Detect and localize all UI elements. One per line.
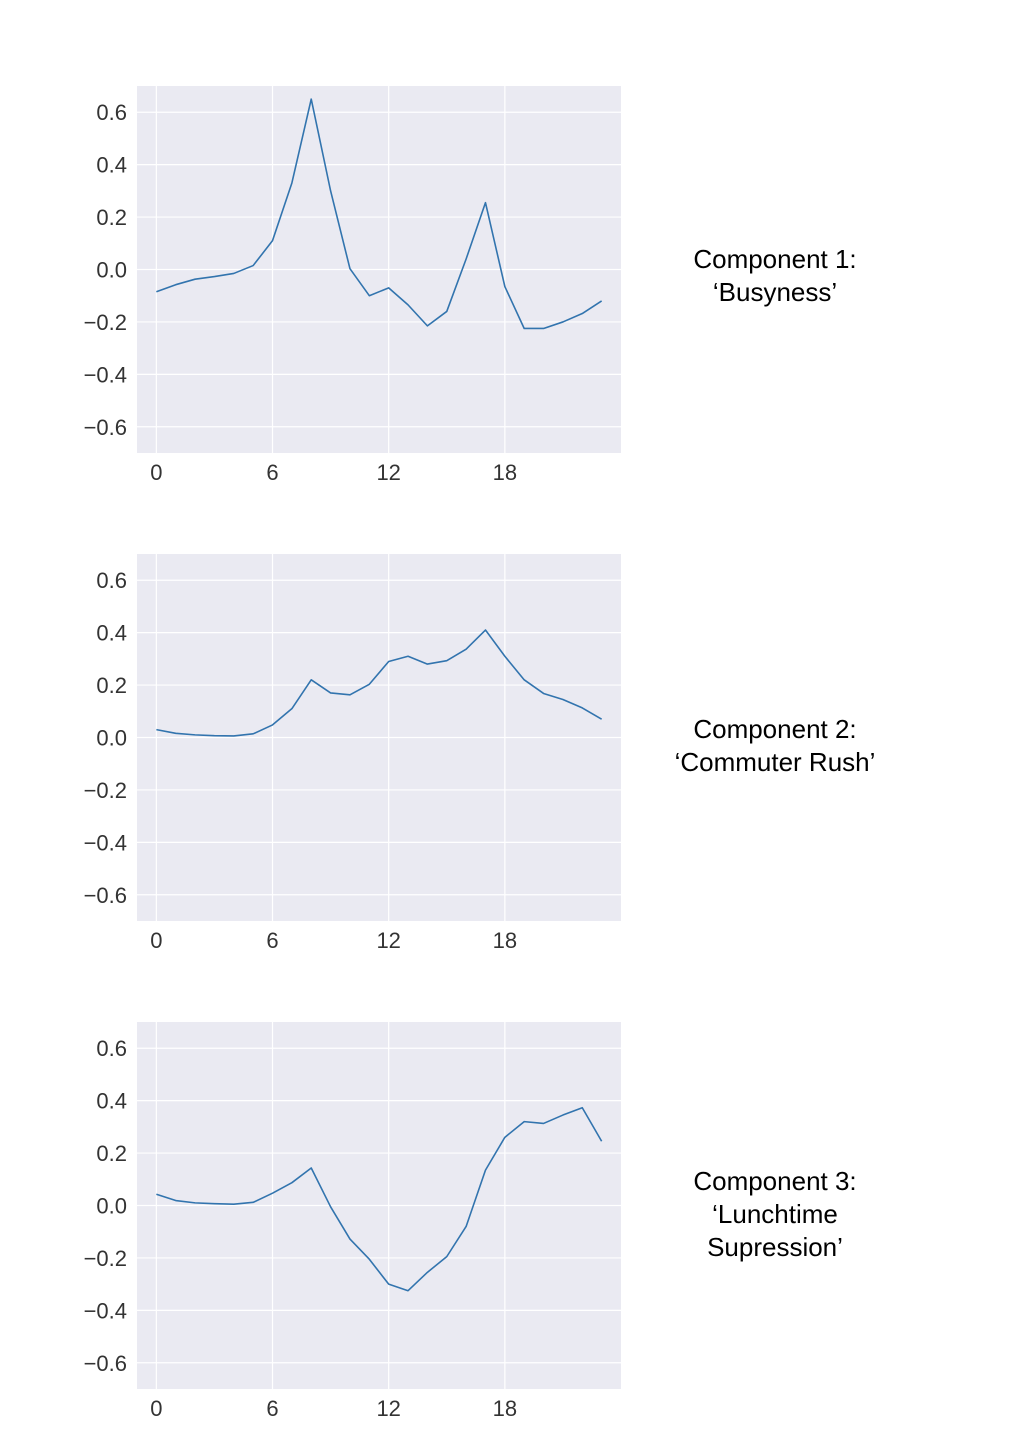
y-tick-label: −0.6 [84,415,127,440]
series-line-1 [156,1106,603,1292]
y-tick-label: −0.6 [84,1351,127,1376]
y-tick-label: 0.0 [96,726,127,751]
component-label: Component 1: ‘Busyness’ [693,244,856,307]
y-tick-label: −0.4 [84,1298,127,1323]
x-tick-label: 6 [266,928,278,953]
y-tick-label: 0.0 [96,1194,127,1219]
component-label-line: Component 1: [693,244,856,274]
y-tick-label: −0.4 [84,830,127,855]
series-line-1 [156,629,603,737]
component-label-line: ‘Lunchtime [712,1199,838,1229]
component-label: Component 2: ‘Commuter Rush’ [675,714,876,777]
component-label-line: Component 3: [693,1166,856,1196]
y-tick-label: 0.4 [96,1089,127,1114]
y-tick-label: 0.6 [96,568,127,593]
y-tick-label: 0.2 [96,205,127,230]
component-label: Component 3: ‘Lunchtime Supression’ [693,1166,856,1262]
y-tick-label: −0.2 [84,778,127,803]
y-tick-label: 0.6 [96,1036,127,1061]
y-tick-label: −0.2 [84,310,127,335]
chart-panel-3: 0.6 0.4 0.2 0.0 −0.2 −0.4 −0.6 0 6 12 18 Component … [84,1022,857,1421]
x-tick-label: 18 [493,460,517,485]
x-tick-label: 6 [266,1396,278,1421]
chart-panel-1: 0.6 0.4 0.2 0.0 −0.2 −0.4 −0.6 0 6 12 18 Component … [84,86,857,485]
y-tick-label: 0.4 [96,621,127,646]
component-label-line: ‘Commuter Rush’ [675,747,876,777]
y-tick-label: 0.6 [96,100,127,125]
y-tick-label: −0.2 [84,1246,127,1271]
x-tick-label: 12 [376,1396,400,1421]
x-tick-label: 12 [376,460,400,485]
component-label-line: Component 2: [693,714,856,744]
y-tick-label: 0.2 [96,673,127,698]
y-tick-label: 0.2 [96,1141,127,1166]
x-tick-label: 18 [493,928,517,953]
x-tick-label: 12 [376,928,400,953]
component-label-line: ‘Busyness’ [713,277,837,307]
x-tick-label: 0 [150,1396,162,1421]
y-tick-label: 0.4 [96,153,127,178]
x-tick-label: 0 [150,460,162,485]
x-tick-label: 6 [266,460,278,485]
x-tick-label: 0 [150,928,162,953]
chart-panel-2: 0.6 0.4 0.2 0.0 −0.2 −0.4 −0.6 0 6 12 18 Component … [84,554,876,953]
y-tick-label: −0.6 [84,883,127,908]
x-tick-label: 18 [493,1396,517,1421]
series-line-1 [156,98,603,330]
y-tick-label: −0.4 [84,362,127,387]
y-tick-label: 0.0 [96,258,127,283]
component-label-line: Supression’ [707,1232,843,1262]
